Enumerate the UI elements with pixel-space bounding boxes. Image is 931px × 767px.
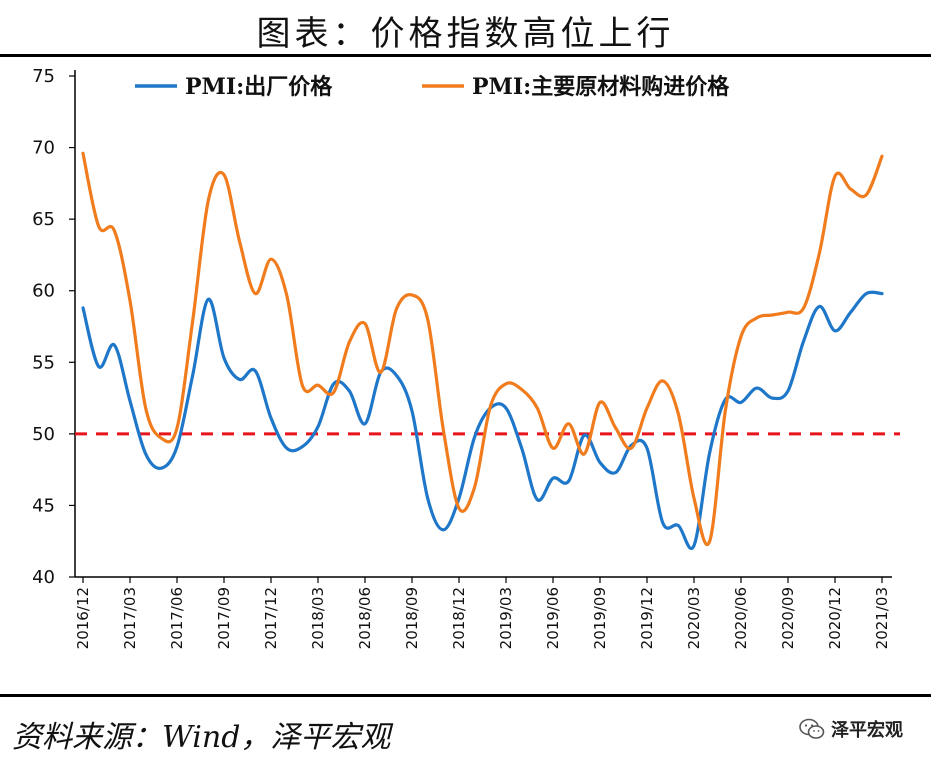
x-tick-label: 2017/09 xyxy=(215,587,233,649)
chart-title: 图表：价格指数高位上行 xyxy=(256,14,675,54)
watermark-text: 泽平宏观 xyxy=(831,720,903,741)
x-tick-label: 2018/09 xyxy=(403,587,421,649)
x-tick-label: 2018/12 xyxy=(450,587,468,649)
x-tick-label: 2020/03 xyxy=(685,587,703,649)
x-tick-label: 2020/06 xyxy=(732,587,750,649)
y-tick-label: 65 xyxy=(32,209,55,230)
x-axis-ticks: 2016/12 2017/03 2017/06 2017/09 2017/12 2018/… xyxy=(74,577,891,649)
x-tick-label: 2017/03 xyxy=(121,587,139,649)
x-tick-label: 2019/06 xyxy=(544,587,562,649)
axes xyxy=(74,70,892,578)
x-tick-label: 2019/03 xyxy=(497,587,515,649)
x-tick-label: 2020/12 xyxy=(826,587,844,649)
x-tick-label: 2021/03 xyxy=(873,587,891,649)
y-axis-ticks: 40 45 50 55 60 65 70 75 xyxy=(32,66,75,588)
series-line-1 xyxy=(81,290,884,550)
x-tick-label: 2017/06 xyxy=(168,587,186,649)
y-tick-label: 55 xyxy=(32,352,55,373)
y-tick-label: 60 xyxy=(32,281,55,302)
x-tick-label: 2020/09 xyxy=(779,587,797,649)
x-tick-label: 2018/03 xyxy=(309,587,327,649)
y-tick-label: 50 xyxy=(32,424,55,445)
x-tick-label: 2016/12 xyxy=(74,587,92,649)
series-line-2 xyxy=(81,151,884,546)
y-tick-label: 45 xyxy=(32,495,55,516)
series-lines xyxy=(81,151,884,550)
x-tick-label: 2017/12 xyxy=(262,587,280,649)
watermark: 泽平宏观 xyxy=(799,716,903,742)
legend: PMI:出厂价格 PMI:主要原材料购进价格 xyxy=(135,74,730,100)
y-tick-label: 40 xyxy=(32,567,55,588)
wechat-icon xyxy=(799,718,825,739)
x-tick-label: 2019/09 xyxy=(591,587,609,649)
y-tick-label: 70 xyxy=(32,138,55,159)
y-tick-label: 75 xyxy=(32,66,55,87)
top-rule xyxy=(0,54,931,57)
x-tick-label: 2018/06 xyxy=(356,587,374,649)
legend-label-1: PMI:出厂价格 xyxy=(185,74,333,100)
legend-label-2: PMI:主要原材料购进价格 xyxy=(472,74,730,100)
bottom-rule xyxy=(0,694,931,697)
x-tick-label: 2019/12 xyxy=(638,587,656,649)
source-note: 资料来源：Wind，泽平宏观 xyxy=(12,720,391,755)
